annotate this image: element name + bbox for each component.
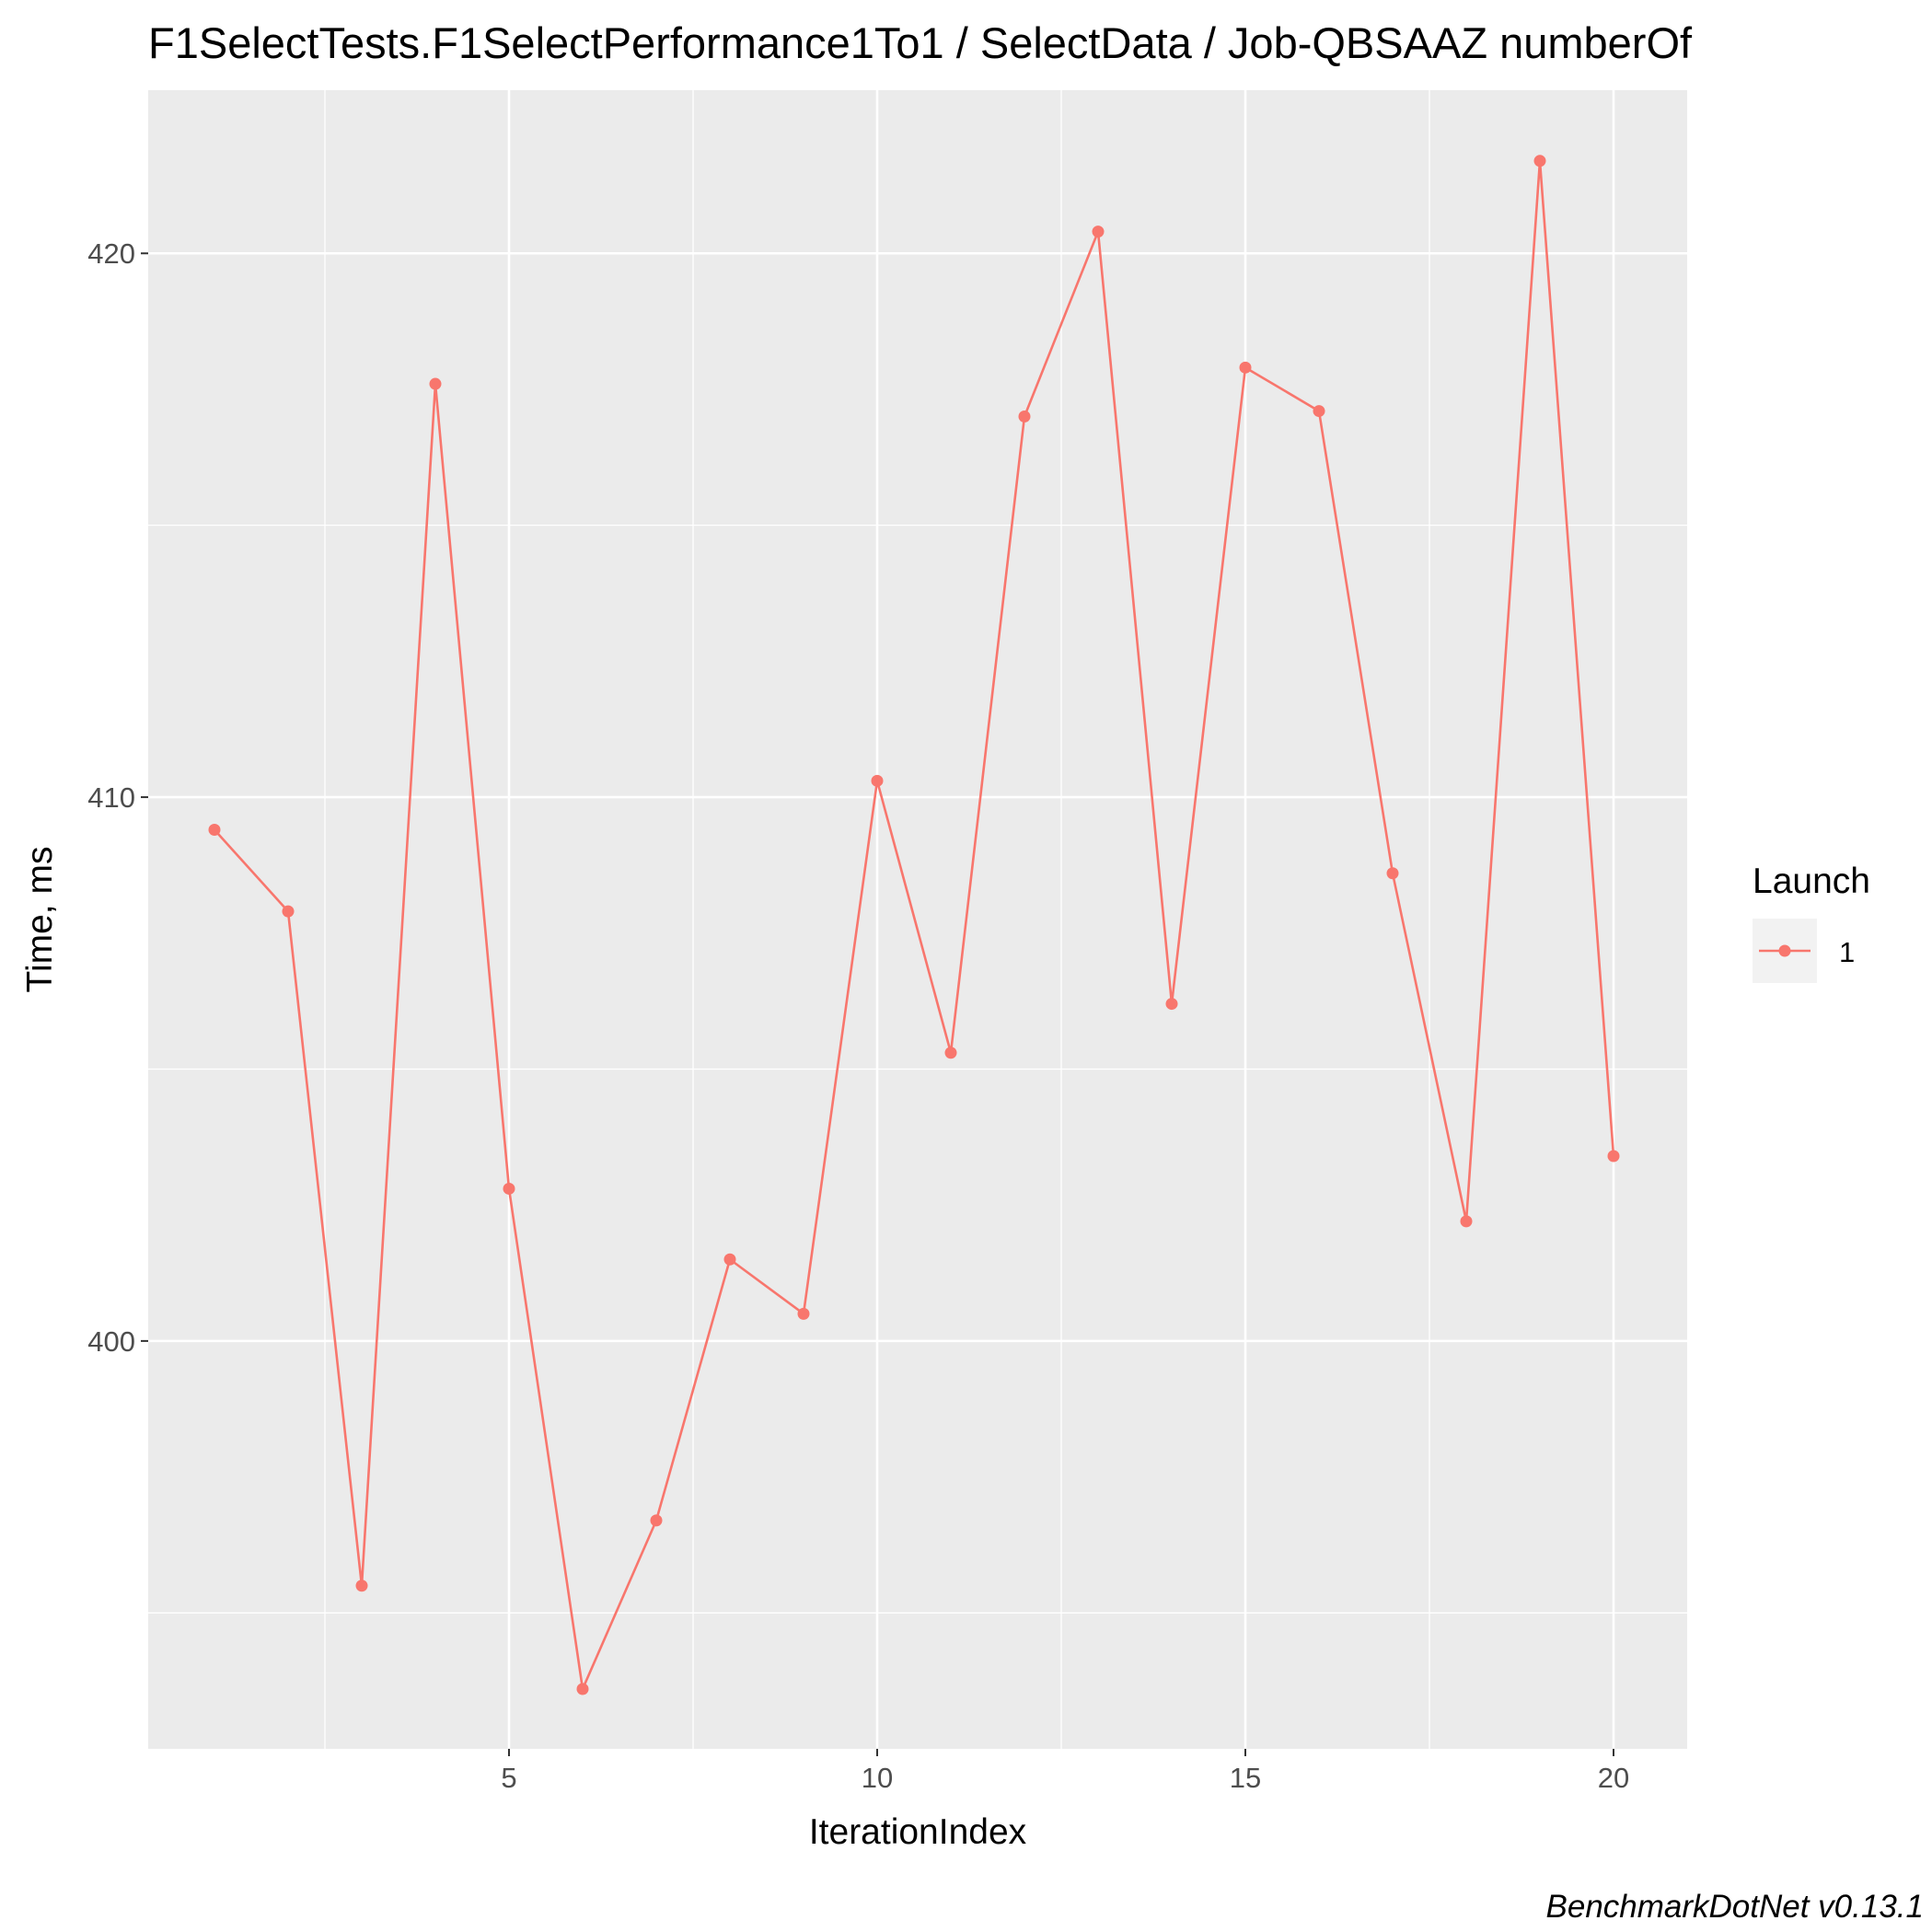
caption: BenchmarkDotNet v0.13.1 (1546, 1889, 1924, 1925)
data-point (871, 774, 884, 787)
y-tick-label: 410 (87, 781, 135, 814)
data-point (429, 377, 442, 390)
data-point (1018, 410, 1031, 422)
data-point (208, 824, 221, 837)
data-point (355, 1579, 368, 1592)
data-point (650, 1514, 663, 1527)
major-gridlines (148, 90, 1687, 1749)
data-point (1533, 155, 1546, 168)
x-tick-label: 15 (1230, 1762, 1261, 1794)
data-point (797, 1307, 810, 1320)
data-point (1092, 226, 1105, 238)
chart-title: F1SelectTests.F1SelectPerformance1To1 / … (148, 18, 1693, 67)
y-axis: 400 410 420 (87, 237, 148, 1358)
data-point (282, 905, 295, 918)
legend-title: Launch (1753, 862, 1870, 901)
x-axis-title: IterationIndex (809, 1812, 1027, 1852)
x-tick-label: 5 (501, 1762, 516, 1794)
series-layer (208, 155, 1620, 1695)
data-point (1607, 1150, 1620, 1163)
data-point (944, 1047, 957, 1059)
data-point (1386, 867, 1399, 880)
x-tick-label: 20 (1598, 1762, 1629, 1794)
data-point (1460, 1215, 1473, 1228)
plot-panel (148, 90, 1687, 1749)
data-point (1313, 405, 1325, 418)
series-line (214, 159, 1615, 1691)
data-point (1165, 998, 1178, 1011)
x-axis: 5 10 15 20 (501, 1749, 1629, 1794)
data-point (723, 1253, 736, 1266)
x-tick-label: 10 (862, 1762, 893, 1794)
legend: Launch 1 (1753, 862, 1870, 983)
data-point (503, 1182, 515, 1195)
legend-label: 1 (1839, 936, 1855, 968)
data-point (576, 1683, 589, 1695)
legend-key-point (1778, 944, 1791, 957)
minor-gridlines (148, 90, 1687, 1749)
data-point (1239, 361, 1252, 374)
y-tick-label: 420 (87, 237, 135, 270)
y-tick-label: 400 (87, 1325, 135, 1358)
y-axis-title: Time, ms (20, 847, 60, 993)
